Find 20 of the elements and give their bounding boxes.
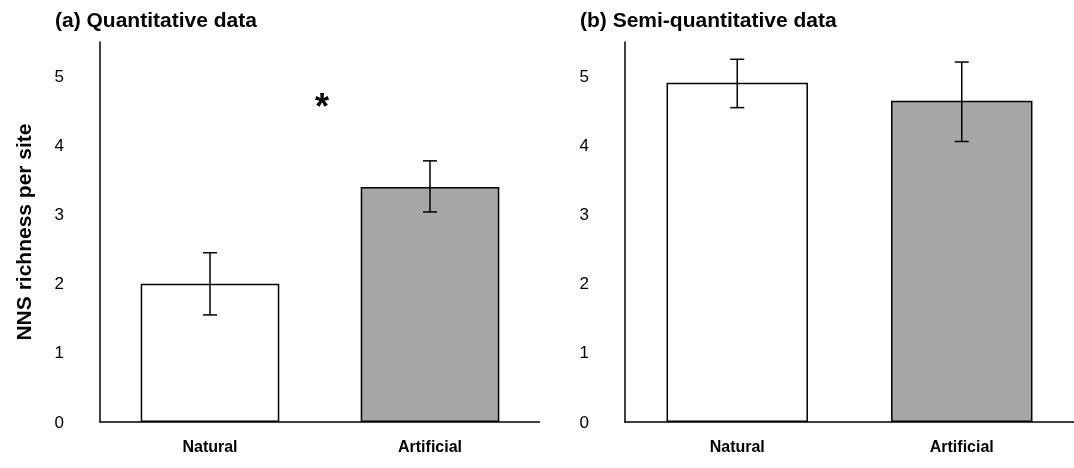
x-tick-label: Artificial	[397, 437, 463, 455]
x-tick-label: Natural	[182, 437, 238, 455]
y-axis-title: NNS richness per site	[12, 123, 35, 341]
y-tick-label: 4	[579, 136, 589, 156]
y-tick-label: 2	[579, 274, 589, 294]
y-tick-label: 3	[579, 205, 589, 225]
y-tick-label: 5	[54, 67, 64, 87]
y-tick-label: 0	[54, 412, 64, 432]
y-tick-label: 4	[54, 136, 64, 156]
y-tick-label: 0	[579, 412, 589, 432]
chart-title: (a) Quantitative data	[55, 8, 258, 31]
chart-title: (b) Semi-quantitative data	[580, 8, 838, 31]
y-tick-label: 2	[54, 274, 64, 294]
y-tick-label: 1	[579, 343, 589, 363]
annotation: *	[315, 85, 330, 127]
y-tick-label: 3	[54, 205, 64, 225]
x-tick-label: Artificial	[929, 437, 994, 455]
y-tick-label: 1	[54, 343, 64, 363]
x-tick-label: Natural	[709, 437, 765, 455]
y-tick-label: 5	[579, 67, 589, 87]
